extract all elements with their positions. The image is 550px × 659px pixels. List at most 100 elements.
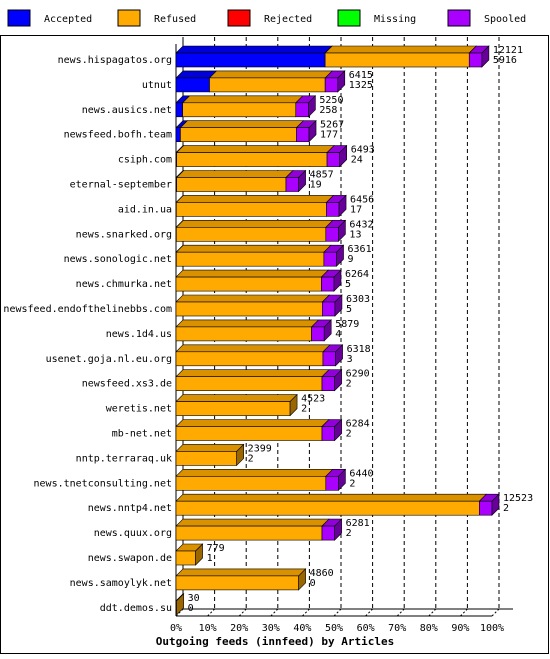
bar-top: [176, 345, 330, 352]
y-tick-label: news.tnetconsulting.net: [34, 478, 172, 489]
y-tick-label: news.1d4.us: [106, 329, 172, 340]
y-tick-label: ddt.demos.su: [100, 603, 172, 614]
bar: [176, 277, 321, 291]
accepted-label: 0: [188, 603, 194, 614]
bar: [312, 327, 325, 341]
bar-top: [176, 370, 329, 377]
bar-top: [176, 395, 297, 402]
bar: [326, 476, 339, 490]
y-tick-label: aid.in.ua: [118, 204, 172, 215]
x-tick-label: 90%: [451, 623, 469, 634]
accepted-label: 258: [319, 105, 337, 116]
bar-top: [176, 195, 333, 202]
bar: [176, 402, 290, 416]
accepted-label: 3: [347, 354, 353, 365]
legend-swatch: [228, 10, 250, 26]
x-tick-label: 100%: [480, 623, 504, 634]
legend-label: Missing: [374, 14, 416, 25]
bar-top: [176, 494, 486, 501]
bar: [176, 576, 299, 590]
bar: [176, 501, 479, 515]
bar: [325, 78, 338, 92]
y-tick-label: news.swapon.de: [88, 553, 172, 564]
accepted-label: 5916: [493, 55, 517, 66]
bar: [176, 526, 322, 540]
accepted-label: 2: [248, 453, 254, 464]
legend-swatch: [118, 10, 140, 26]
bar: [296, 103, 309, 117]
y-tick-label: utnut: [142, 80, 172, 91]
bar: [209, 78, 325, 92]
y-tick-label: news.ausics.net: [82, 105, 172, 116]
bar: [176, 352, 323, 366]
legend-swatch: [8, 10, 30, 26]
bar: [322, 427, 335, 441]
bar: [176, 451, 237, 465]
bar-top: [176, 295, 329, 302]
bar: [322, 377, 335, 391]
bar: [176, 103, 183, 117]
y-tick-label: news.snarked.org: [76, 229, 172, 240]
bar: [322, 526, 335, 540]
legend-label: Rejected: [264, 14, 312, 25]
bar: [176, 427, 322, 441]
x-tick-label: 70%: [388, 623, 406, 634]
accepted-label: 13: [349, 229, 361, 240]
accepted-label: 5: [345, 279, 351, 290]
y-tick-label: newsfeed.xs3.de: [82, 379, 172, 390]
bar-top: [176, 46, 332, 53]
bar: [326, 227, 339, 241]
accepted-label: 5: [346, 304, 352, 315]
y-tick-label: mb-net.net: [112, 429, 172, 440]
bar-top: [180, 121, 303, 128]
bar: [322, 302, 335, 316]
y-tick-label: weretis.net: [106, 404, 172, 415]
x-tick-label: 20%: [230, 623, 248, 634]
bar: [286, 178, 299, 192]
bar-top: [176, 469, 333, 476]
y-tick-label: news.hispagatos.org: [58, 55, 172, 66]
bar: [479, 501, 492, 515]
x-tick-label: 50%: [325, 623, 343, 634]
bar: [176, 78, 209, 92]
bar: [176, 202, 326, 216]
bar: [176, 128, 180, 142]
y-tick-label: usenet.goja.nl.eu.org: [46, 354, 172, 365]
bar: [323, 352, 336, 366]
x-tick-label: 40%: [293, 623, 311, 634]
bar: [177, 153, 327, 167]
legend-swatch: [338, 10, 360, 26]
bar: [183, 103, 296, 117]
bar: [176, 327, 312, 341]
bar-top: [177, 171, 293, 178]
accepted-label: 1325: [349, 80, 373, 91]
accepted-label: 24: [351, 155, 363, 166]
y-tick-label: news.nntp4.net: [88, 503, 172, 514]
y-tick-label: csiph.com: [118, 155, 172, 166]
bar: [176, 476, 326, 490]
legend-swatch: [448, 10, 470, 26]
chart-title: Outgoing feeds (innfeed) by Articles: [156, 635, 394, 648]
accepted-label: 2: [301, 404, 307, 415]
accepted-label: 9: [348, 254, 354, 265]
y-tick-label: newsfeed.endofthelinebbs.com: [3, 304, 172, 315]
y-tick-label: nntp.terraraq.uk: [76, 453, 172, 464]
bar-top: [176, 270, 328, 277]
legend-label: Spooled: [484, 14, 526, 25]
accepted-label: 0: [310, 578, 316, 589]
y-tick-label: news.quux.org: [94, 528, 172, 539]
bar-top: [176, 220, 332, 227]
bar: [176, 377, 322, 391]
bar-top: [176, 245, 331, 252]
bar-top: [176, 444, 244, 451]
y-tick-label: news.samoylyk.net: [70, 578, 172, 589]
bar-top: [176, 519, 329, 526]
accepted-label: 19: [310, 180, 322, 191]
accepted-label: 2: [346, 429, 352, 440]
y-tick-label: newsfeed.bofh.team: [64, 130, 172, 141]
accepted-label: 177: [320, 130, 338, 141]
bar: [321, 277, 334, 291]
bar-top: [177, 146, 334, 153]
x-tick-label: 60%: [357, 623, 375, 634]
